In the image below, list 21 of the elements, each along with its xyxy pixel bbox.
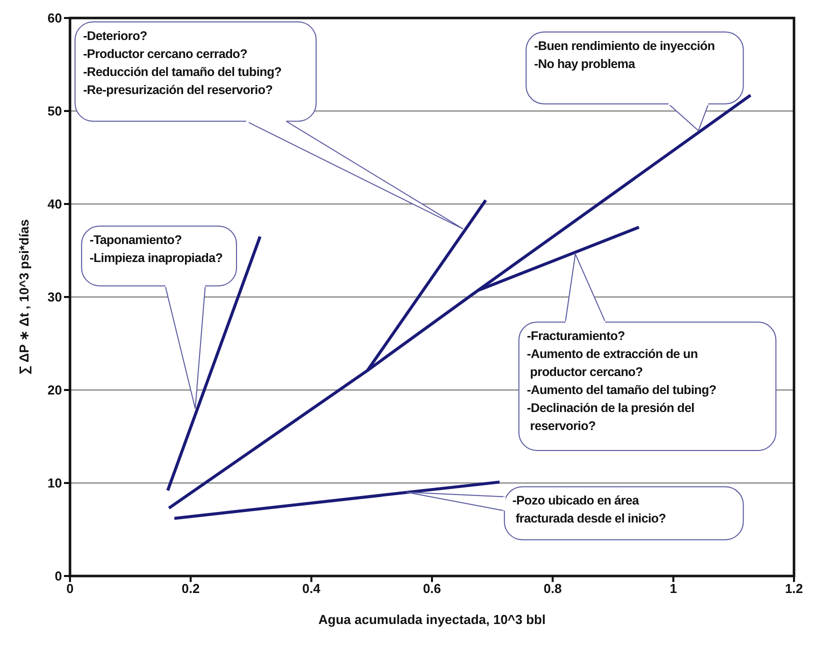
y-tick-label: 60	[48, 10, 62, 26]
y-tick-label: 20	[48, 382, 62, 398]
x-tick-label: 1	[670, 581, 677, 596]
y-tick-label: 30	[48, 290, 62, 305]
annotation: -Buen rendimiento de inyección -No hay problema	[534, 38, 715, 71]
annotation: -Deterioro? -Productor cercano cerrado? -Reducción del tamaño del tubing? -Re-presurización del reservorio?	[83, 28, 282, 97]
annotation: -Pozo ubicado en área fracturada desde el inicio?	[512, 494, 666, 526]
x-tick-label: 0.4	[302, 581, 322, 596]
annotation: -Taponamiento? -Limpieza inapropiada?	[90, 233, 223, 266]
y-axis-title: ∑ ΔP ∗ Δt , 10^3 psi*días	[16, 219, 32, 375]
y-tick-label: 40	[48, 196, 62, 212]
x-tick-label: 1.2	[784, 581, 804, 596]
y-tick-label: 50	[48, 104, 62, 119]
x-axis-title: Agua acumulada inyectada, 10^3 bbl	[318, 612, 546, 627]
annotation: -Fracturamiento? -Aumento de extracción de un productor cercano? -Aumento del tamaño del tubing? -Declinación de la presión del reservorio?	[526, 329, 716, 434]
x-tick-label: 0.2	[182, 581, 200, 596]
x-tick-label: 0.6	[422, 581, 442, 596]
x-tick-label: 0	[66, 581, 74, 596]
y-tick-label: 0	[54, 568, 62, 584]
x-tick-label: 0.8	[544, 581, 562, 596]
y-tick-label: 10	[48, 476, 62, 491]
